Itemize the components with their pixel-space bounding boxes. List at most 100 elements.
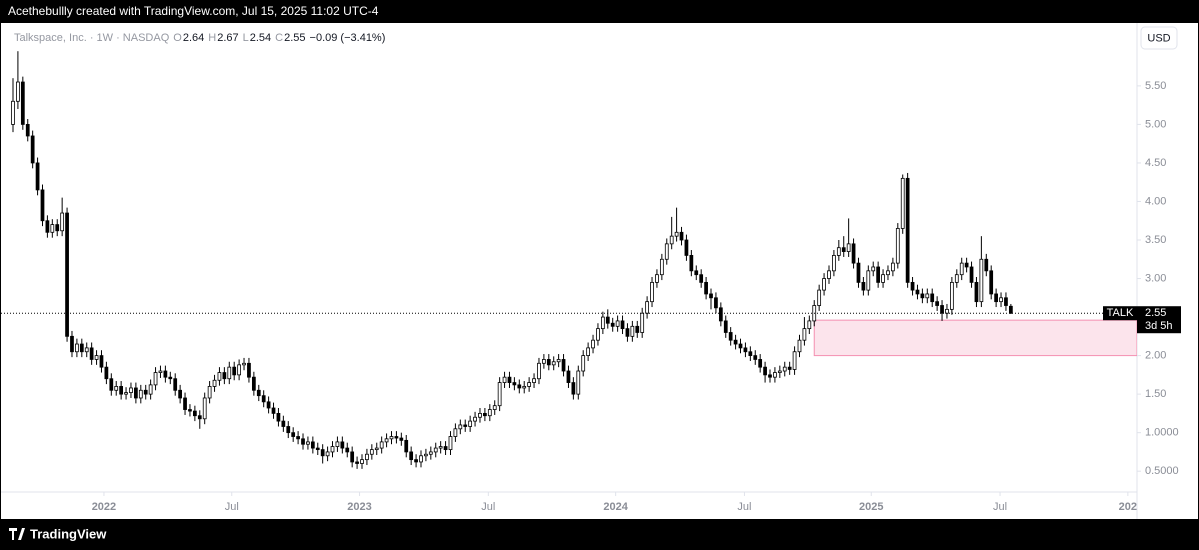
candle-body [414, 459, 418, 463]
candle-body [900, 177, 905, 229]
candle-body [379, 441, 384, 449]
candle-body [959, 262, 964, 276]
candle-body [659, 258, 664, 276]
candle-body [192, 410, 197, 417]
candle-body [335, 441, 340, 447]
candle-body [369, 449, 374, 455]
candle-body [994, 293, 998, 303]
candle-body [473, 416, 477, 422]
candle-body [886, 270, 890, 276]
chart-area [1, 23, 1198, 519]
y-tick-label: 1.0000 [1145, 427, 1179, 439]
candle-body [832, 255, 836, 272]
candle-body [532, 378, 536, 383]
legend-key: H [208, 32, 216, 44]
candle-body [851, 243, 856, 264]
candle-body [836, 247, 841, 256]
x-tick-label: 2023 [347, 501, 371, 513]
candle-body [891, 262, 895, 272]
candle-body [114, 386, 119, 391]
candle-body [365, 453, 369, 461]
candle-body [768, 374, 772, 378]
candle-body [330, 446, 335, 453]
candle-body [684, 239, 689, 256]
x-tick-label: Jul [225, 501, 239, 513]
x-tick-label: Jul [481, 501, 495, 513]
candle-body [920, 293, 925, 299]
candle-body [60, 212, 65, 232]
currency[interactable]: USD [1147, 32, 1170, 44]
candle-body [443, 446, 448, 451]
candle-body [841, 247, 846, 252]
candle-body [930, 293, 935, 303]
candle-body [158, 370, 163, 373]
candle-body [645, 301, 649, 314]
axes: 5.50 5.00 4.50 4.00 3.50 3.00 2.00 1.50 1.0000 0.… [92, 80, 1181, 513]
candle-body [404, 439, 409, 453]
candle-body [271, 407, 276, 414]
legend-change: −0.09 (−3.41%) [310, 32, 386, 44]
candle-body [674, 231, 679, 237]
y-tick-label: 4.50 [1145, 157, 1166, 169]
candle-body [797, 339, 802, 353]
legend-value: 2.67 [217, 32, 238, 44]
candle-body [512, 382, 517, 386]
candle-body [517, 384, 522, 389]
candle-body [256, 389, 261, 397]
x-tick-label: Jul [737, 501, 751, 513]
legend: Talkspace, Inc. · 1W · NASDAQ O2.64 H2.67 L… [14, 32, 385, 44]
candle-body [679, 231, 684, 241]
candle-body [846, 243, 851, 252]
candle-body [227, 366, 232, 380]
candle-body [743, 347, 748, 353]
candle-body [291, 432, 296, 437]
candle-body [522, 386, 527, 389]
candle-body [50, 224, 55, 233]
candle-body [650, 281, 654, 303]
brand-name: TradingView [30, 526, 107, 541]
currency-button[interactable] [1140, 26, 1178, 50]
candle-body [453, 428, 458, 437]
candle-body [188, 409, 192, 412]
candle-body [782, 366, 787, 372]
candle-body [620, 320, 625, 330]
candle-body [350, 451, 355, 463]
candle-body [999, 297, 1003, 303]
candle-body [438, 446, 443, 449]
candle-body [699, 274, 704, 283]
candle-body [468, 420, 473, 427]
y-tick-label: 5.50 [1145, 80, 1166, 92]
candle-body [630, 325, 635, 337]
candle-body [30, 135, 35, 164]
candle-body [104, 366, 109, 380]
candle-body [625, 328, 630, 337]
candle-body [714, 297, 718, 309]
candle-body [148, 384, 153, 395]
candle-body [591, 339, 595, 349]
candle-body [281, 420, 286, 427]
candle-body [738, 343, 743, 349]
candle-body [35, 162, 40, 191]
candle-body [340, 441, 345, 449]
candle-body [325, 451, 330, 457]
candle-body [551, 361, 556, 366]
candle-body [374, 447, 379, 451]
legend-key: C [275, 32, 283, 44]
candle-body [424, 453, 428, 457]
candle-body [497, 382, 502, 407]
candle-body [492, 405, 497, 410]
candle-body [728, 332, 733, 341]
candle-body [758, 359, 763, 368]
candle-body [905, 177, 910, 283]
x-tick-label: 2024 [603, 501, 628, 513]
candle-body [940, 305, 944, 314]
candle-body [266, 401, 271, 409]
candle-body [487, 409, 492, 417]
candle-body [11, 100, 15, 125]
candle-body [586, 347, 590, 356]
candle-body [605, 316, 610, 324]
candle-body [723, 320, 728, 333]
candle-body [753, 355, 758, 360]
candle-body [640, 312, 645, 333]
